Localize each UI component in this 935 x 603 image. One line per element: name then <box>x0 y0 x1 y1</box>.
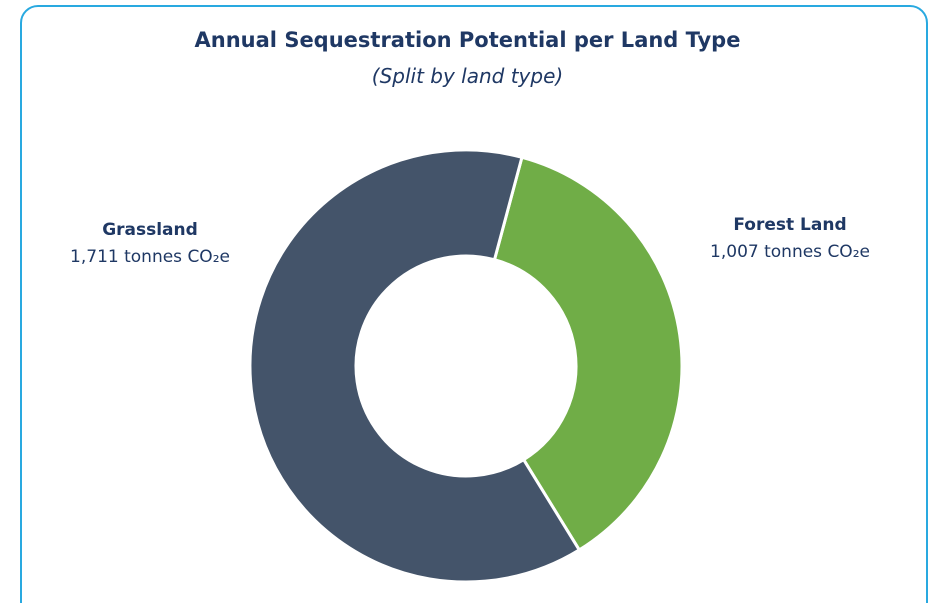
slice <box>492 155 684 552</box>
value-label: 1,711 tonnes CO₂e <box>70 247 230 267</box>
chart-title: Annual Sequestration Potential per Land … <box>194 28 741 52</box>
value-label: 1,007 tonnes CO₂e <box>710 242 870 262</box>
category-label: Forest Land <box>733 215 847 235</box>
slice-label: Grassland 1,711 tonnes CO₂e <box>70 217 230 271</box>
slice-label: Forest Land 1,007 tonnes CO₂e <box>680 212 900 266</box>
card <box>20 5 928 603</box>
chart-subtitle: (Split by land type) <box>371 64 564 88</box>
slice <box>248 148 582 584</box>
category-label: Grassland <box>102 220 198 240</box>
